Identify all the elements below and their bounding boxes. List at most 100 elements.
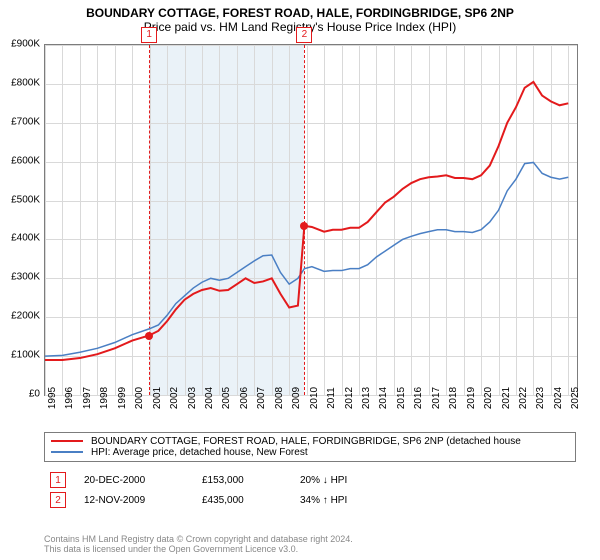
x-tick-label: 1998 bbox=[99, 387, 110, 409]
x-tick-label: 2005 bbox=[221, 387, 232, 409]
x-tick-label: 2018 bbox=[448, 387, 459, 409]
gridline-v bbox=[185, 45, 186, 395]
gridline-v bbox=[115, 45, 116, 395]
x-tick-label: 2010 bbox=[309, 387, 320, 409]
x-tick-label: 2009 bbox=[291, 387, 302, 409]
legend-event-row: 1 20-DEC-2000 £153,000 20% ↓ HPI bbox=[44, 470, 576, 490]
gridline-v bbox=[481, 45, 482, 395]
footer-line-2: This data is licensed under the Open Gov… bbox=[44, 544, 353, 554]
x-tick-label: 2004 bbox=[204, 387, 215, 409]
x-tick-label: 2007 bbox=[256, 387, 267, 409]
gridline-v bbox=[324, 45, 325, 395]
gridline-h bbox=[45, 278, 577, 279]
legend: BOUNDARY COTTAGE, FOREST ROAD, HALE, FOR… bbox=[44, 432, 576, 510]
gridline-h bbox=[45, 356, 577, 357]
gridline-v bbox=[202, 45, 203, 395]
gridline-v bbox=[533, 45, 534, 395]
y-tick-label: £200K bbox=[11, 311, 40, 322]
x-tick-label: 2006 bbox=[239, 387, 250, 409]
gridline-v bbox=[499, 45, 500, 395]
x-tick-label: 2014 bbox=[378, 387, 389, 409]
x-tick-label: 2002 bbox=[169, 387, 180, 409]
chart-container: BOUNDARY COTTAGE, FOREST ROAD, HALE, FOR… bbox=[0, 0, 600, 560]
plot-area: 12 bbox=[44, 44, 578, 396]
gridline-v bbox=[272, 45, 273, 395]
gridline-v bbox=[429, 45, 430, 395]
gridline-v bbox=[551, 45, 552, 395]
gridline-v bbox=[516, 45, 517, 395]
legend-event-row: 2 12-NOV-2009 £435,000 34% ↑ HPI bbox=[44, 490, 576, 510]
gridline-v bbox=[62, 45, 63, 395]
gridline-v bbox=[167, 45, 168, 395]
x-tick-label: 1996 bbox=[64, 387, 75, 409]
gridline-v bbox=[359, 45, 360, 395]
legend-event-date: 12-NOV-2009 bbox=[84, 495, 184, 506]
x-tick-label: 1999 bbox=[117, 387, 128, 409]
x-tick-label: 2012 bbox=[344, 387, 355, 409]
gridline-v bbox=[80, 45, 81, 395]
x-tick-label: 2022 bbox=[518, 387, 529, 409]
shaded-band bbox=[149, 45, 304, 395]
x-tick-label: 2017 bbox=[431, 387, 442, 409]
x-tick-label: 2019 bbox=[466, 387, 477, 409]
x-tick-label: 2008 bbox=[274, 387, 285, 409]
x-tick-label: 2020 bbox=[483, 387, 494, 409]
legend-event-box: 1 bbox=[50, 472, 66, 488]
legend-event-box: 2 bbox=[50, 492, 66, 508]
event-box: 1 bbox=[141, 27, 157, 43]
x-tick-label: 2025 bbox=[570, 387, 581, 409]
legend-line-swatch bbox=[51, 451, 83, 453]
gridline-h bbox=[45, 239, 577, 240]
legend-series-label: HPI: Average price, detached house, New … bbox=[91, 447, 308, 458]
legend-event-date: 20-DEC-2000 bbox=[84, 475, 184, 486]
y-tick-label: £800K bbox=[11, 77, 40, 88]
event-box: 2 bbox=[296, 27, 312, 43]
x-tick-label: 2013 bbox=[361, 387, 372, 409]
point-marker bbox=[145, 332, 153, 340]
point-marker bbox=[300, 222, 308, 230]
legend-events: 1 20-DEC-2000 £153,000 20% ↓ HPI 2 12-NOV-200… bbox=[44, 470, 576, 510]
x-tick-label: 2024 bbox=[553, 387, 564, 409]
x-tick-label: 1997 bbox=[82, 387, 93, 409]
gridline-v bbox=[394, 45, 395, 395]
gridline-v bbox=[342, 45, 343, 395]
x-tick-label: 2000 bbox=[134, 387, 145, 409]
y-tick-label: £600K bbox=[11, 155, 40, 166]
gridline-h bbox=[45, 201, 577, 202]
y-tick-label: £0 bbox=[29, 389, 40, 400]
event-marker bbox=[304, 45, 305, 395]
y-tick-label: £400K bbox=[11, 233, 40, 244]
gridline-v bbox=[568, 45, 569, 395]
gridline-v bbox=[254, 45, 255, 395]
legend-event-delta: 20% ↓ HPI bbox=[300, 475, 380, 486]
x-tick-label: 2003 bbox=[187, 387, 198, 409]
series-svg bbox=[45, 45, 577, 395]
y-tick-label: £500K bbox=[11, 194, 40, 205]
x-tick-label: 2001 bbox=[152, 387, 163, 409]
gridline-v bbox=[376, 45, 377, 395]
x-tick-label: 1995 bbox=[47, 387, 58, 409]
y-tick-label: £900K bbox=[11, 39, 40, 50]
gridline-h bbox=[45, 123, 577, 124]
footer: Contains HM Land Registry data © Crown c… bbox=[44, 534, 353, 554]
legend-event-price: £435,000 bbox=[202, 495, 282, 506]
legend-line-swatch bbox=[51, 440, 83, 442]
gridline-v bbox=[307, 45, 308, 395]
x-tick-label: 2015 bbox=[396, 387, 407, 409]
gridline-h bbox=[45, 162, 577, 163]
gridline-v bbox=[411, 45, 412, 395]
legend-series-label: BOUNDARY COTTAGE, FOREST ROAD, HALE, FOR… bbox=[91, 436, 521, 447]
y-tick-label: £100K bbox=[11, 350, 40, 361]
legend-series-box: BOUNDARY COTTAGE, FOREST ROAD, HALE, FOR… bbox=[44, 432, 576, 462]
legend-event-price: £153,000 bbox=[202, 475, 282, 486]
legend-event-delta: 34% ↑ HPI bbox=[300, 495, 380, 506]
x-tick-label: 2021 bbox=[501, 387, 512, 409]
legend-series-row: BOUNDARY COTTAGE, FOREST ROAD, HALE, FOR… bbox=[51, 436, 569, 447]
legend-series-row: HPI: Average price, detached house, New … bbox=[51, 447, 569, 458]
gridline-h bbox=[45, 317, 577, 318]
gridline-v bbox=[237, 45, 238, 395]
gridline-v bbox=[446, 45, 447, 395]
gridline-v bbox=[289, 45, 290, 395]
x-tick-label: 2011 bbox=[326, 387, 337, 409]
x-tick-label: 2016 bbox=[413, 387, 424, 409]
